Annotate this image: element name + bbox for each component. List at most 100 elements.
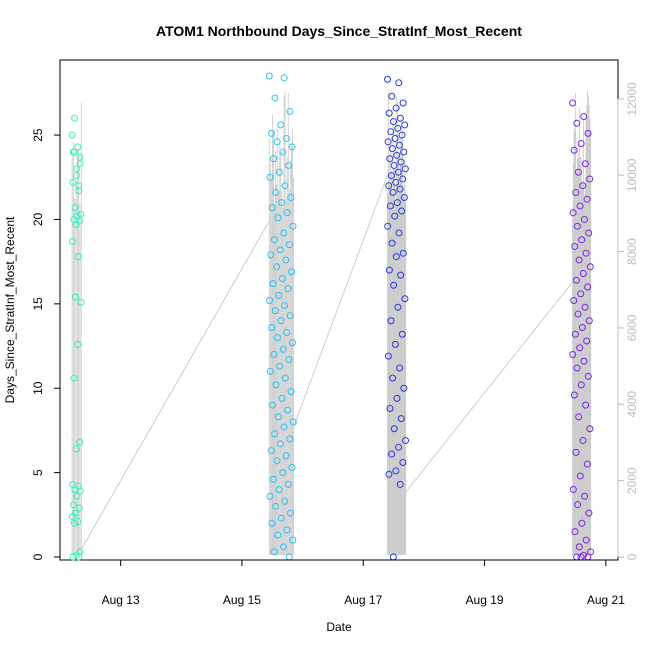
data-point (70, 501, 78, 509)
data-point (573, 222, 581, 230)
data-point (584, 372, 592, 380)
data-point (395, 79, 403, 87)
data-point (582, 536, 590, 544)
data-point (384, 222, 392, 230)
x-tick-label: Aug 13 (102, 593, 140, 607)
transit-line (405, 281, 573, 493)
data-point (398, 330, 406, 338)
y-tick-label: 5 (31, 469, 45, 476)
data-point (282, 134, 290, 142)
data-point (392, 253, 400, 261)
data-point (285, 356, 293, 364)
data-point (75, 553, 83, 561)
data-point (289, 418, 297, 426)
data-point (385, 182, 393, 190)
data-point (386, 404, 394, 412)
data-point (584, 283, 592, 291)
data-point (281, 302, 289, 310)
data-point (581, 303, 589, 311)
data-point (77, 210, 85, 218)
data-point (578, 323, 586, 331)
data-point (572, 188, 580, 196)
data-point (75, 504, 83, 512)
x-tick-label: Aug 15 (223, 593, 261, 607)
data-point (278, 275, 286, 283)
data-point (288, 268, 296, 276)
data-point (390, 425, 398, 433)
data-point (68, 512, 76, 520)
data-point (391, 134, 399, 142)
data-point (389, 118, 397, 126)
data-point (284, 480, 292, 488)
data-point (399, 175, 407, 183)
transit-line (293, 175, 388, 428)
data-point (575, 256, 583, 264)
data-point (266, 367, 274, 375)
data-point (286, 107, 294, 115)
data-point (569, 209, 577, 217)
depth-lines (71, 89, 592, 556)
data-point (580, 215, 588, 223)
data-point (74, 340, 82, 348)
data-point (397, 158, 405, 166)
data-point (288, 464, 296, 472)
data-point (278, 199, 286, 207)
data-point (395, 229, 403, 237)
data-point (584, 129, 592, 137)
data-point (281, 497, 289, 505)
data-point (576, 344, 584, 352)
data-point (287, 509, 295, 517)
data-point (386, 202, 394, 210)
data-point (570, 146, 578, 154)
data-point (271, 94, 279, 102)
data-point (268, 519, 276, 527)
data-point (72, 172, 80, 180)
data-point (388, 145, 396, 153)
y2-axis: 0 2000 4000 6000 8000 10000 12000 (617, 82, 639, 560)
y2-tick-label: 0 (625, 553, 639, 560)
data-point (390, 281, 398, 289)
data-point (287, 194, 295, 202)
data-point (575, 413, 583, 421)
data-point (279, 469, 287, 477)
data-point (581, 492, 589, 500)
data-point (391, 340, 399, 348)
data-point (393, 199, 401, 207)
data-point (392, 467, 400, 475)
y-tick-label: 0 (31, 553, 45, 560)
data-point (274, 413, 282, 421)
data-point (574, 501, 582, 509)
data-point (272, 188, 280, 196)
data-point (273, 457, 281, 465)
x-axis-label: Date (326, 620, 352, 634)
data-point (70, 519, 78, 527)
data-point (395, 141, 403, 149)
data-point (274, 531, 282, 539)
y2-tick-label: 12000 (625, 82, 639, 116)
data-point (399, 458, 407, 466)
data-point (273, 334, 281, 342)
data-point (268, 204, 276, 212)
data-point (279, 543, 287, 551)
data-point (577, 381, 585, 389)
data-point (282, 256, 290, 264)
data-point (389, 188, 397, 196)
data-point (388, 450, 396, 458)
data-point (574, 310, 582, 318)
y-axis: 0 5 10 15 20 25 (31, 128, 61, 560)
data-point (69, 178, 77, 186)
data-point (384, 75, 392, 83)
data-point (399, 249, 407, 257)
data-point (283, 526, 291, 534)
data-point (579, 182, 587, 190)
data-point (287, 388, 295, 396)
data-point (281, 374, 289, 382)
data-point (393, 151, 401, 159)
data-point (579, 437, 587, 445)
data-point (72, 221, 80, 229)
data-point (384, 138, 392, 146)
data-points (68, 72, 595, 561)
y-tick-label: 25 (31, 128, 45, 142)
data-point (76, 438, 84, 446)
